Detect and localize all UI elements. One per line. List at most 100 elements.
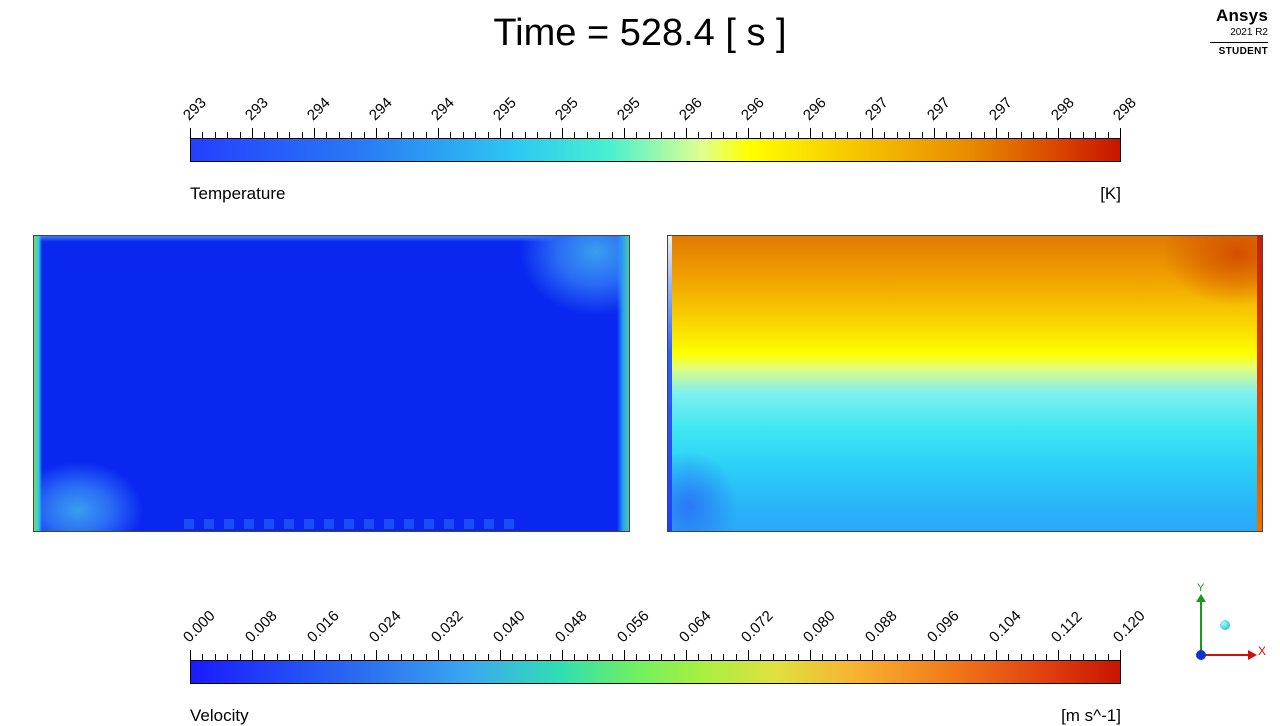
temperature-color-bar bbox=[190, 138, 1121, 162]
vel-minor-tick bbox=[884, 654, 886, 660]
temperature-legend: 293 293 294 294 294 295 295 295 296 296 296 297 297 2… bbox=[180, 68, 1140, 204]
temp-major-tick bbox=[996, 128, 997, 138]
temp-minor-tick bbox=[1033, 132, 1035, 138]
vel-minor-tick bbox=[859, 654, 861, 660]
vel-minor-tick bbox=[338, 654, 340, 660]
vel-tick-label: 0.080 bbox=[799, 607, 839, 646]
velocity-contour-view[interactable] bbox=[33, 235, 630, 532]
temp-minor-tick bbox=[214, 132, 216, 138]
vel-minor-tick bbox=[574, 654, 576, 660]
vel-minor-tick bbox=[1008, 654, 1010, 660]
temp-tick-label: 295 bbox=[489, 94, 520, 124]
y-axis-label: Y bbox=[1197, 582, 1205, 594]
temperature-ticks bbox=[190, 128, 1121, 138]
temp-tick-label: 295 bbox=[613, 94, 644, 124]
vel-minor-tick bbox=[1070, 654, 1072, 660]
vel-minor-tick bbox=[648, 654, 650, 660]
temp-minor-tick bbox=[884, 132, 886, 138]
vel-minor-tick bbox=[896, 654, 898, 660]
vel-minor-tick bbox=[400, 654, 402, 660]
temp-minor-tick bbox=[1070, 132, 1072, 138]
temperature-contour-view[interactable] bbox=[667, 235, 1263, 532]
vel-tick-label: 0.008 bbox=[241, 607, 281, 646]
vel-tick-label: 0.024 bbox=[365, 607, 405, 646]
vel-major-tick bbox=[190, 650, 191, 660]
temp-minor-tick bbox=[785, 132, 787, 138]
vel-minor-tick bbox=[983, 654, 985, 660]
vel-tick-label: 0.072 bbox=[737, 607, 777, 646]
vel-minor-tick bbox=[1082, 654, 1084, 660]
temp-minor-tick bbox=[351, 132, 353, 138]
vel-tick-label: 0.048 bbox=[551, 607, 591, 646]
temp-tick-label: 294 bbox=[427, 94, 458, 124]
temp-minor-tick bbox=[847, 132, 849, 138]
temp-minor-tick bbox=[289, 132, 291, 138]
temp-major-tick bbox=[562, 128, 563, 138]
temp-tick-label: 295 bbox=[551, 94, 582, 124]
velocity-legend: 0.000 0.008 0.016 0.024 0.032 0.040 0.048 0.056… bbox=[180, 590, 1149, 726]
logo-version: 2021 R2 bbox=[1230, 27, 1268, 38]
vel-minor-tick bbox=[723, 654, 725, 660]
vel-minor-tick bbox=[301, 654, 303, 660]
vel-tick-label: 0.016 bbox=[303, 607, 343, 646]
temp-minor-tick bbox=[363, 132, 365, 138]
temp-tick-label: 296 bbox=[675, 94, 706, 124]
velocity-color-bar bbox=[190, 660, 1121, 684]
vel-major-tick bbox=[376, 650, 377, 660]
temp-minor-tick bbox=[710, 132, 712, 138]
temp-minor-tick bbox=[574, 132, 576, 138]
temp-minor-tick bbox=[599, 132, 601, 138]
temp-tick-label: 298 bbox=[1109, 94, 1140, 124]
temp-minor-tick bbox=[971, 132, 973, 138]
vel-minor-tick bbox=[785, 654, 787, 660]
temp-minor-tick bbox=[822, 132, 824, 138]
vel-major-tick bbox=[500, 650, 501, 660]
temp-major-tick bbox=[934, 128, 935, 138]
vel-minor-tick bbox=[450, 654, 452, 660]
vel-major-tick bbox=[1120, 650, 1121, 660]
vel-minor-tick bbox=[710, 654, 712, 660]
vel-tick-label: 0.088 bbox=[861, 607, 901, 646]
temp-minor-tick bbox=[1107, 132, 1109, 138]
temp-minor-tick bbox=[834, 132, 836, 138]
vel-tick-label: 0.064 bbox=[675, 607, 715, 646]
temp-minor-tick bbox=[797, 132, 799, 138]
vel-minor-tick bbox=[276, 654, 278, 660]
vel-major-tick bbox=[624, 650, 625, 660]
vel-minor-tick bbox=[772, 654, 774, 660]
vel-minor-tick bbox=[326, 654, 328, 660]
temp-tick-label: 298 bbox=[1047, 94, 1078, 124]
vel-minor-tick bbox=[698, 654, 700, 660]
temp-minor-tick bbox=[723, 132, 725, 138]
vel-minor-tick bbox=[822, 654, 824, 660]
vel-minor-tick bbox=[834, 654, 836, 660]
temp-minor-tick bbox=[772, 132, 774, 138]
logo-edition: STUDENT bbox=[1218, 46, 1268, 57]
temp-major-tick bbox=[376, 128, 377, 138]
vel-minor-tick bbox=[351, 654, 353, 660]
temp-minor-tick bbox=[537, 132, 539, 138]
temperature-tick-labels: 293 293 294 294 294 295 295 295 296 296 296 297 297 2… bbox=[180, 68, 1140, 128]
temp-minor-tick bbox=[524, 132, 526, 138]
vel-minor-tick bbox=[239, 654, 241, 660]
temp-major-tick bbox=[748, 128, 749, 138]
temp-tick-label: 297 bbox=[985, 94, 1016, 124]
temp-tick-label: 294 bbox=[365, 94, 396, 124]
vel-minor-tick bbox=[214, 654, 216, 660]
vel-minor-tick bbox=[1033, 654, 1035, 660]
temp-major-tick bbox=[1120, 128, 1121, 138]
temp-minor-tick bbox=[921, 132, 923, 138]
vel-major-tick bbox=[996, 650, 997, 660]
temp-minor-tick bbox=[1045, 132, 1047, 138]
vel-minor-tick bbox=[921, 654, 923, 660]
vel-minor-tick bbox=[1107, 654, 1109, 660]
vel-tick-label: 0.000 bbox=[179, 607, 219, 646]
temp-major-tick bbox=[810, 128, 811, 138]
vel-tick-label: 0.032 bbox=[427, 607, 467, 646]
vel-minor-tick bbox=[797, 654, 799, 660]
velocity-legend-unit: [m s^-1] bbox=[1061, 706, 1121, 725]
temp-major-tick bbox=[190, 128, 191, 138]
temp-minor-tick bbox=[338, 132, 340, 138]
vel-major-tick bbox=[562, 650, 563, 660]
axis-triad: Y X bbox=[1188, 582, 1268, 666]
